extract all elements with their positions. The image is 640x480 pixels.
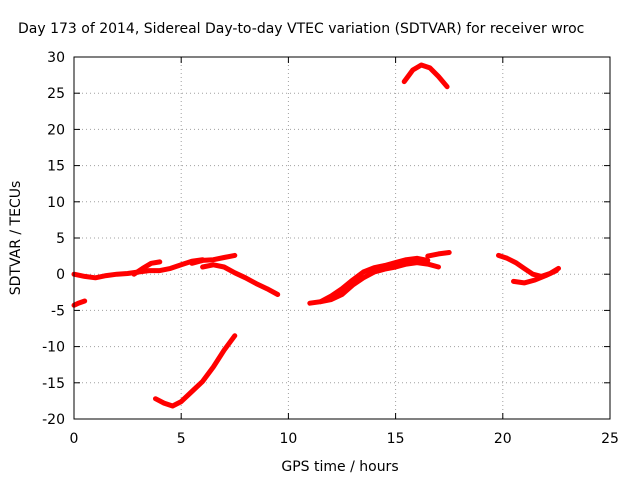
y-tick-label: -15 (42, 376, 65, 392)
series-line-arc-f (153, 333, 238, 409)
y-axis-label: SDTVAR / TECUs (8, 181, 24, 296)
x-tick-label: 25 (601, 431, 619, 447)
series-line-arc-a (71, 298, 88, 308)
series-line-arc-l (511, 268, 559, 286)
x-tick-label: 20 (494, 431, 512, 447)
series-line-arc-e (200, 262, 281, 297)
y-tick-label: 10 (47, 195, 65, 211)
x-tick-label: 0 (70, 431, 79, 447)
y-tick-label: 25 (47, 86, 65, 102)
data-series (71, 62, 561, 409)
x-tick-label: 5 (177, 431, 186, 447)
y-tick-label: 20 (47, 122, 65, 138)
y-tick-label: 30 (47, 50, 65, 66)
series-line-arc-j (401, 62, 450, 90)
y-axis-ticks: -20 -15 -10 -5 0 5 10 15 20 25 30 (42, 50, 610, 428)
y-tick-label: -10 (42, 340, 65, 356)
x-axis-ticks: 0 5 10 15 20 25 (70, 57, 619, 447)
series-line-arc-i (425, 250, 452, 259)
chart-title: Day 173 of 2014, Sidereal Day-to-day VTE… (18, 21, 584, 37)
y-tick-label: -5 (51, 303, 65, 319)
x-tick-label: 15 (387, 431, 405, 447)
y-tick-label: -20 (42, 412, 65, 428)
x-axis-label: GPS time / hours (281, 459, 398, 475)
series-line-arc-c (131, 259, 163, 277)
series-line-arc-g (307, 255, 431, 306)
grid-lines (74, 57, 610, 419)
plot-frame (73, 56, 611, 420)
x-tick-label: 10 (279, 431, 297, 447)
y-tick-label: 15 (47, 159, 65, 175)
y-tick-label: 0 (56, 267, 65, 283)
y-tick-label: 5 (56, 231, 65, 247)
series-line-arc-h (318, 260, 441, 305)
series-line-arc-d (189, 252, 238, 266)
